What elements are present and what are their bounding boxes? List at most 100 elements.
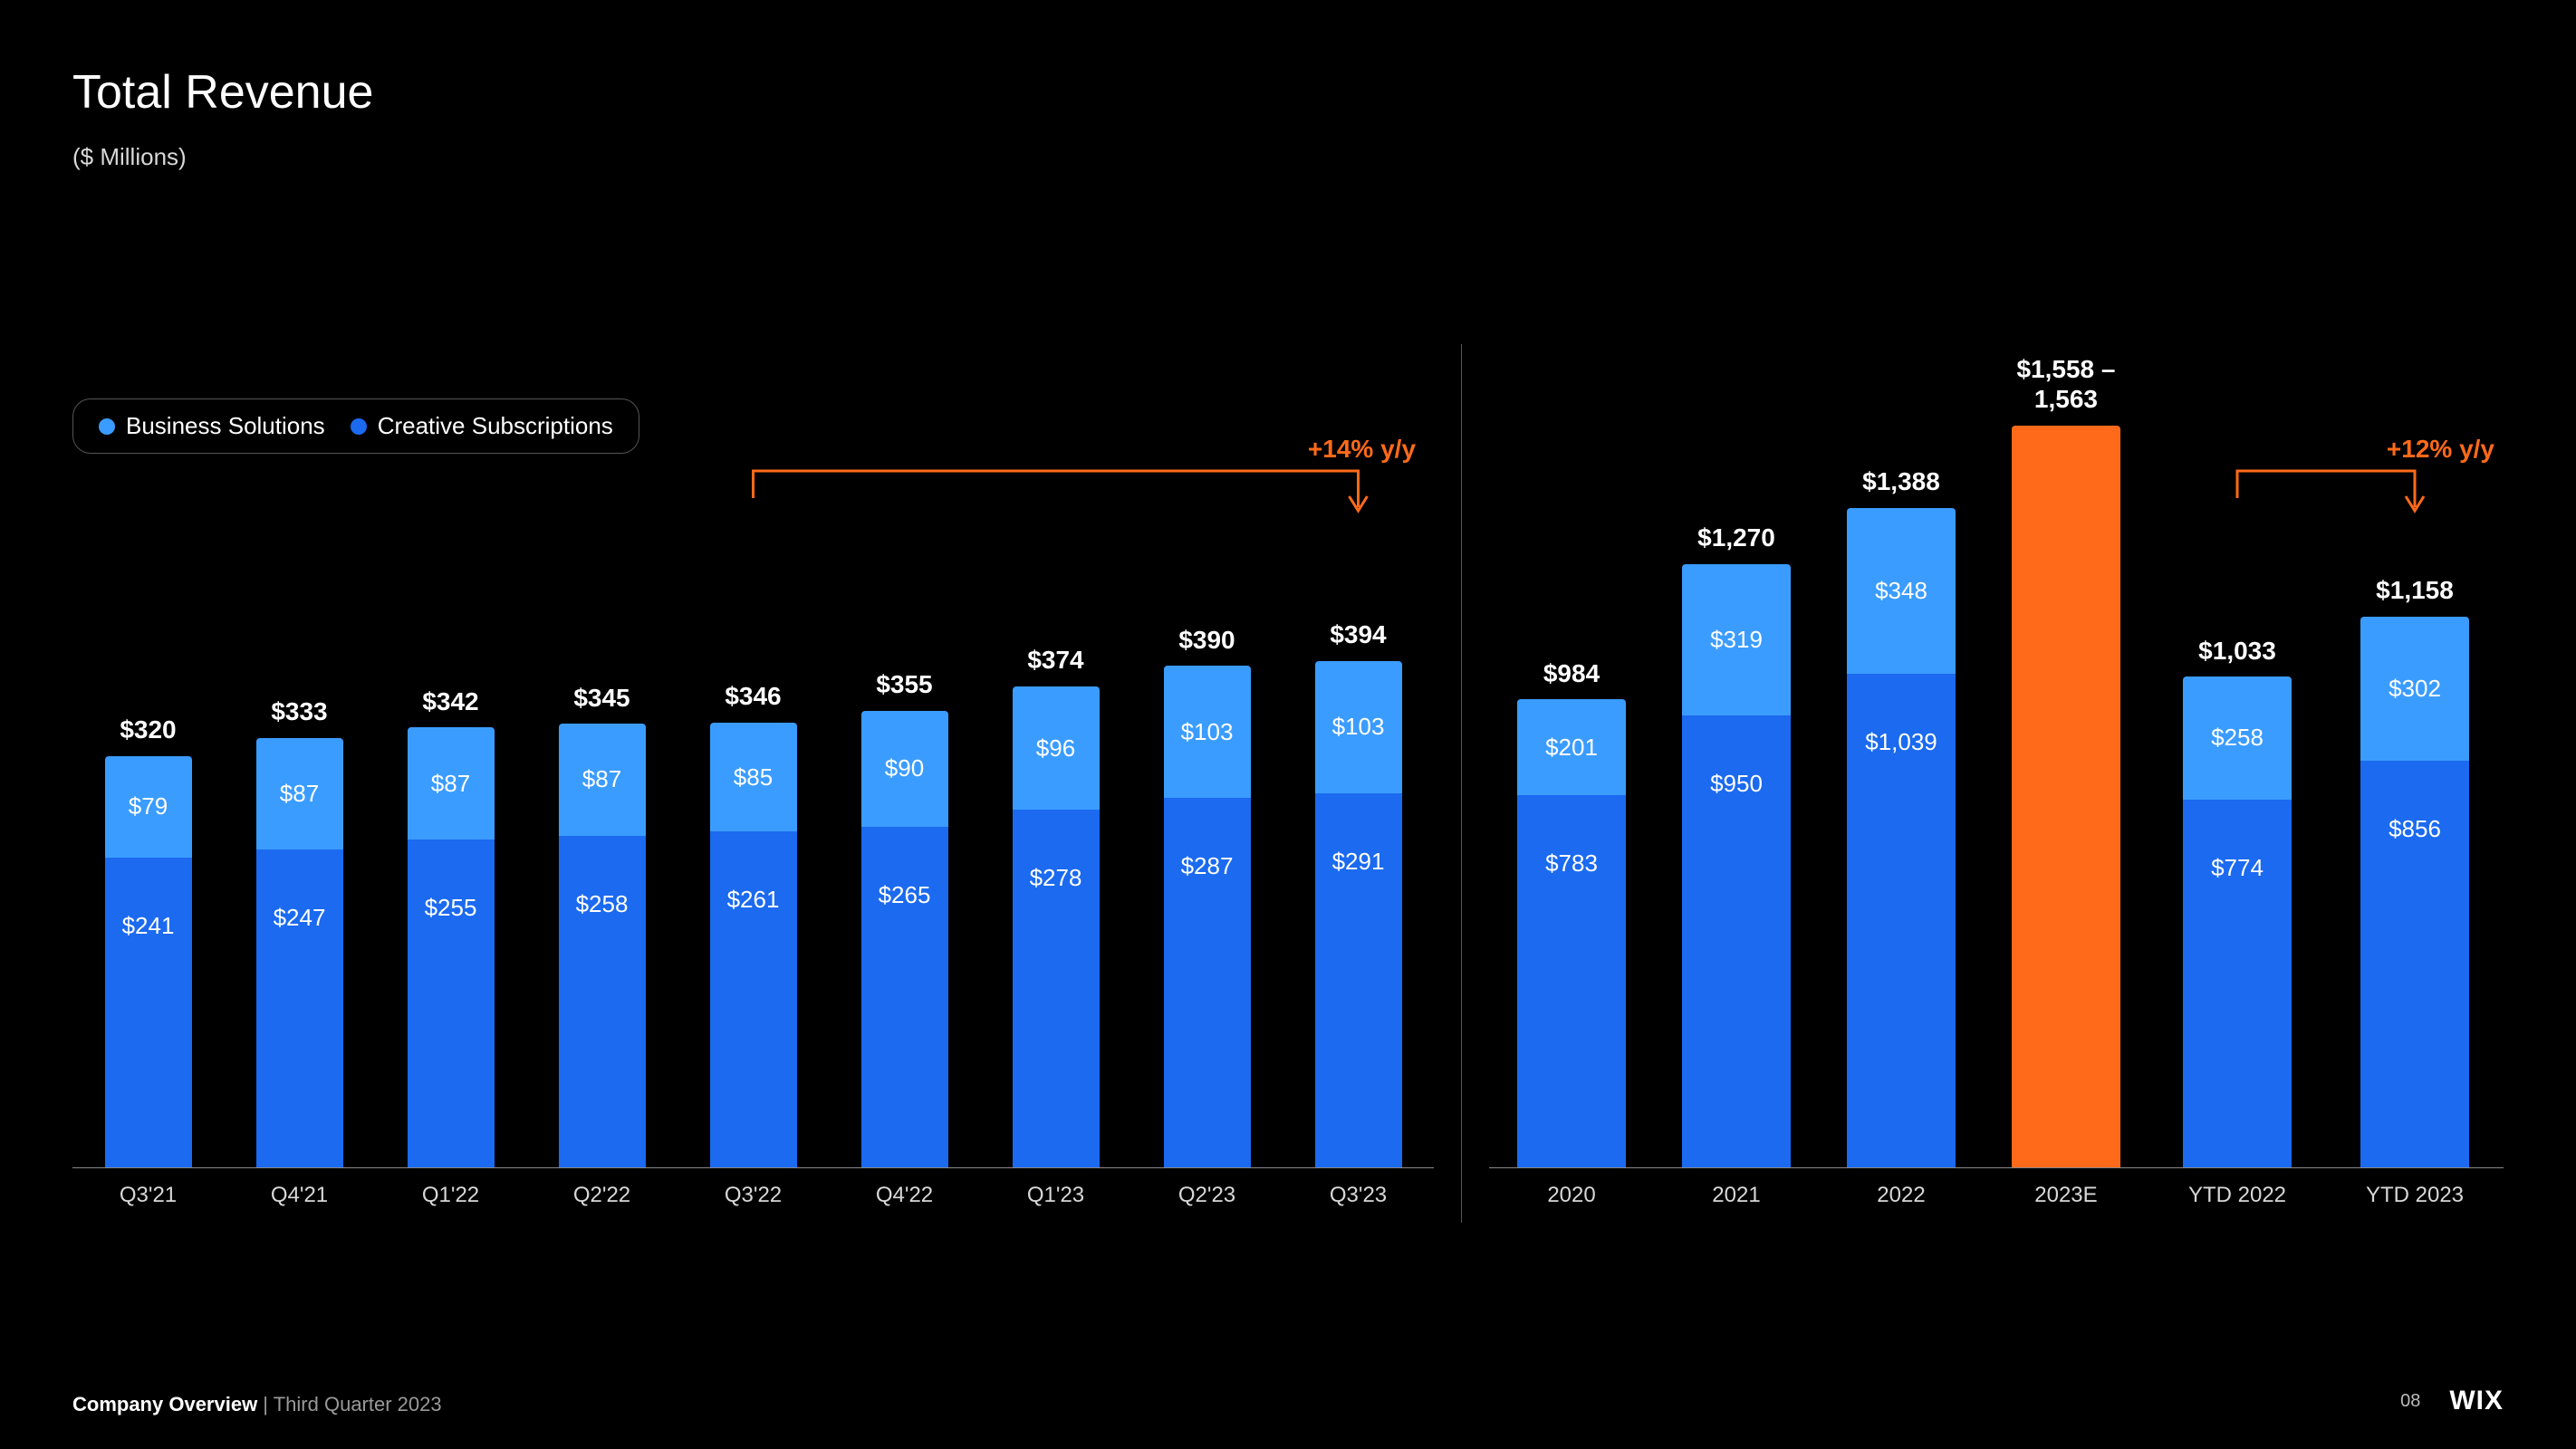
annual-chart: $984 $201$783 $1,270 $319$950 $1,388 $348$1,0… xyxy=(1489,344,2148,1223)
axis-label: Q2'23 xyxy=(1164,1183,1251,1208)
axis-label: Q1'22 xyxy=(408,1183,495,1208)
bar-segment-top: $87 xyxy=(408,727,495,840)
bar-segment-solid xyxy=(2012,426,2120,1167)
bar-segment-bottom: $261 xyxy=(710,831,797,1167)
bar-group: $1,558 – 1,563 xyxy=(2012,354,2120,1167)
bar-segment-bottom: $287 xyxy=(1164,798,1251,1167)
bar-segment-bottom: $258 xyxy=(559,836,646,1167)
footer-right: 08 WIX xyxy=(2400,1386,2504,1416)
bar-segment-bottom: $291 xyxy=(1315,793,1402,1167)
bar-total-label: $346 xyxy=(725,681,781,712)
bar-stack: $103$291 xyxy=(1315,661,1402,1167)
bar-stack: $96$278 xyxy=(1013,686,1100,1167)
bar-segment-bottom: $265 xyxy=(861,827,948,1167)
bar-stack: $201$783 xyxy=(1517,699,1626,1167)
bar-segment-bottom: $856 xyxy=(2360,761,2469,1167)
axis-label: YTD 2023 xyxy=(2360,1183,2469,1208)
ytd-chart: +12% y/y $1,033$258$774$1,158$302$856 YT… xyxy=(2148,344,2504,1223)
bar-total-label: $342 xyxy=(422,686,478,717)
bar-stack: $319$950 xyxy=(1682,564,1791,1167)
bar-total-label: $390 xyxy=(1178,625,1235,656)
bar-group: $333 $87$247 xyxy=(256,696,343,1167)
bar-total-label: $345 xyxy=(573,683,630,714)
axis-label: Q3'23 xyxy=(1315,1183,1402,1208)
bar-group: $390 $103$287 xyxy=(1164,625,1251,1167)
bar-segment-top: $79 xyxy=(105,756,192,858)
bar-segment-bottom: $278 xyxy=(1013,810,1100,1167)
bar-segment-top: $87 xyxy=(256,738,343,850)
quarterly-chart: +14% y/y $320$79$241$333$87$247$342$87$2… xyxy=(72,344,1434,1223)
bar-total-label: $333 xyxy=(271,696,327,727)
bar-group: $346 $85$261 xyxy=(710,681,797,1167)
axis-label: 2022 xyxy=(1847,1183,1956,1208)
bar-group: $1,388 $348$1,039 xyxy=(1847,466,1956,1167)
bar-segment-bottom: $950 xyxy=(1682,715,1791,1167)
axis-labels: Q3'21 Q4'21 Q1'22 Q2'22 Q3'22 Q4'22 Q1'23 Q2'23… xyxy=(72,1168,1434,1223)
bar-stack: $85$261 xyxy=(710,723,797,1167)
page-title: Total Revenue xyxy=(72,65,373,120)
page-subtitle: ($ Millions) xyxy=(72,143,187,171)
bar-group: $355 $90$265 xyxy=(861,669,948,1167)
bar-total-label: $1,558 – 1,563 xyxy=(2016,354,2115,415)
bar-stack: $258$774 xyxy=(2183,677,2292,1167)
bar-total-label: $1,158 xyxy=(2376,575,2454,606)
axis-label: Q1'23 xyxy=(1013,1183,1100,1208)
axis-label: Q4'22 xyxy=(861,1183,948,1208)
bar-group: $342 $87$255 xyxy=(408,686,495,1167)
bar-total-label: $1,033 xyxy=(2198,636,2276,667)
bar-stack: $90$265 xyxy=(861,711,948,1167)
bar-segment-top: $103 xyxy=(1164,666,1251,798)
bar-segment-bottom: $247 xyxy=(256,849,343,1167)
charts-container: +14% y/y $320$79$241$333$87$247$342$87$2… xyxy=(72,344,2504,1223)
bar-total-label: $355 xyxy=(876,669,932,700)
bar-segment-top: $348 xyxy=(1847,508,1956,674)
bar-group: $984 $201$783 xyxy=(1517,658,1626,1167)
bar-group: $394$103$291 xyxy=(1315,619,1402,1167)
bars-row: $1,033 $258$774 $1,158 $302$856 xyxy=(2148,389,2504,1167)
bar-group: $345 $87$258 xyxy=(559,683,646,1167)
bar-total-label: $320 xyxy=(120,715,176,745)
bar-total-label: $1,270 xyxy=(1697,523,1775,553)
axis-labels: YTD 2022 YTD 2023 xyxy=(2148,1168,2504,1223)
bar-segment-bottom: $774 xyxy=(2183,800,2292,1167)
bar-segment-bottom: $1,039 xyxy=(1847,674,1956,1167)
axis-labels: 2020 2021 2022 2023E xyxy=(1489,1168,2148,1223)
bar-group: $1,270 $319$950 xyxy=(1682,523,1791,1167)
bar-segment-top: $87 xyxy=(559,724,646,836)
bar-stack: $302$856 xyxy=(2360,617,2469,1167)
bar-segment-bottom: $783 xyxy=(1517,795,1626,1167)
footer-section: Company Overview xyxy=(72,1393,257,1415)
bar-segment-bottom: $255 xyxy=(408,840,495,1167)
bar-group: $1,158 $302$856 xyxy=(2360,575,2469,1167)
bar-segment-top: $85 xyxy=(710,723,797,832)
bar-segment-top: $96 xyxy=(1013,686,1100,810)
bar-segment-top: $302 xyxy=(2360,617,2469,761)
bar-stack: $87$258 xyxy=(559,724,646,1167)
bar-stack xyxy=(2012,426,2120,1167)
axis-label: Q3'21 xyxy=(105,1183,192,1208)
bar-segment-top: $319 xyxy=(1682,564,1791,715)
footer-left: Company Overview | Third Quarter 2023 xyxy=(72,1393,442,1416)
axis-label: 2020 xyxy=(1517,1183,1626,1208)
bar-stack: $87$255 xyxy=(408,727,495,1167)
bars-row: $320$79$241$333$87$247$342$87$255$345$87… xyxy=(72,389,1434,1167)
bars-row: $984 $201$783 $1,270 $319$950 $1,388 $348$1,0… xyxy=(1489,389,2148,1167)
axis-label: Q2'22 xyxy=(559,1183,646,1208)
axis-label: 2023E xyxy=(2012,1183,2120,1208)
footer-period: Third Quarter 2023 xyxy=(274,1393,442,1415)
panel-divider xyxy=(1461,344,1462,1223)
brand-logo: WIX xyxy=(2449,1386,2504,1416)
bar-stack: $103$287 xyxy=(1164,666,1251,1167)
page-number: 08 xyxy=(2400,1391,2420,1412)
axis-label: YTD 2022 xyxy=(2183,1183,2292,1208)
bar-group: $1,033 $258$774 xyxy=(2183,636,2292,1167)
axis-label: 2021 xyxy=(1682,1183,1791,1208)
bar-stack: $348$1,039 xyxy=(1847,508,1956,1167)
axis-label: Q4'21 xyxy=(256,1183,343,1208)
bar-group: $374$96$278 xyxy=(1013,645,1100,1167)
axis-label: Q3'22 xyxy=(710,1183,797,1208)
bar-total-label: $984 xyxy=(1543,658,1600,689)
bar-segment-top: $103 xyxy=(1315,661,1402,793)
bar-segment-bottom: $241 xyxy=(105,858,192,1167)
bar-total-label: $1,388 xyxy=(1862,466,1940,497)
